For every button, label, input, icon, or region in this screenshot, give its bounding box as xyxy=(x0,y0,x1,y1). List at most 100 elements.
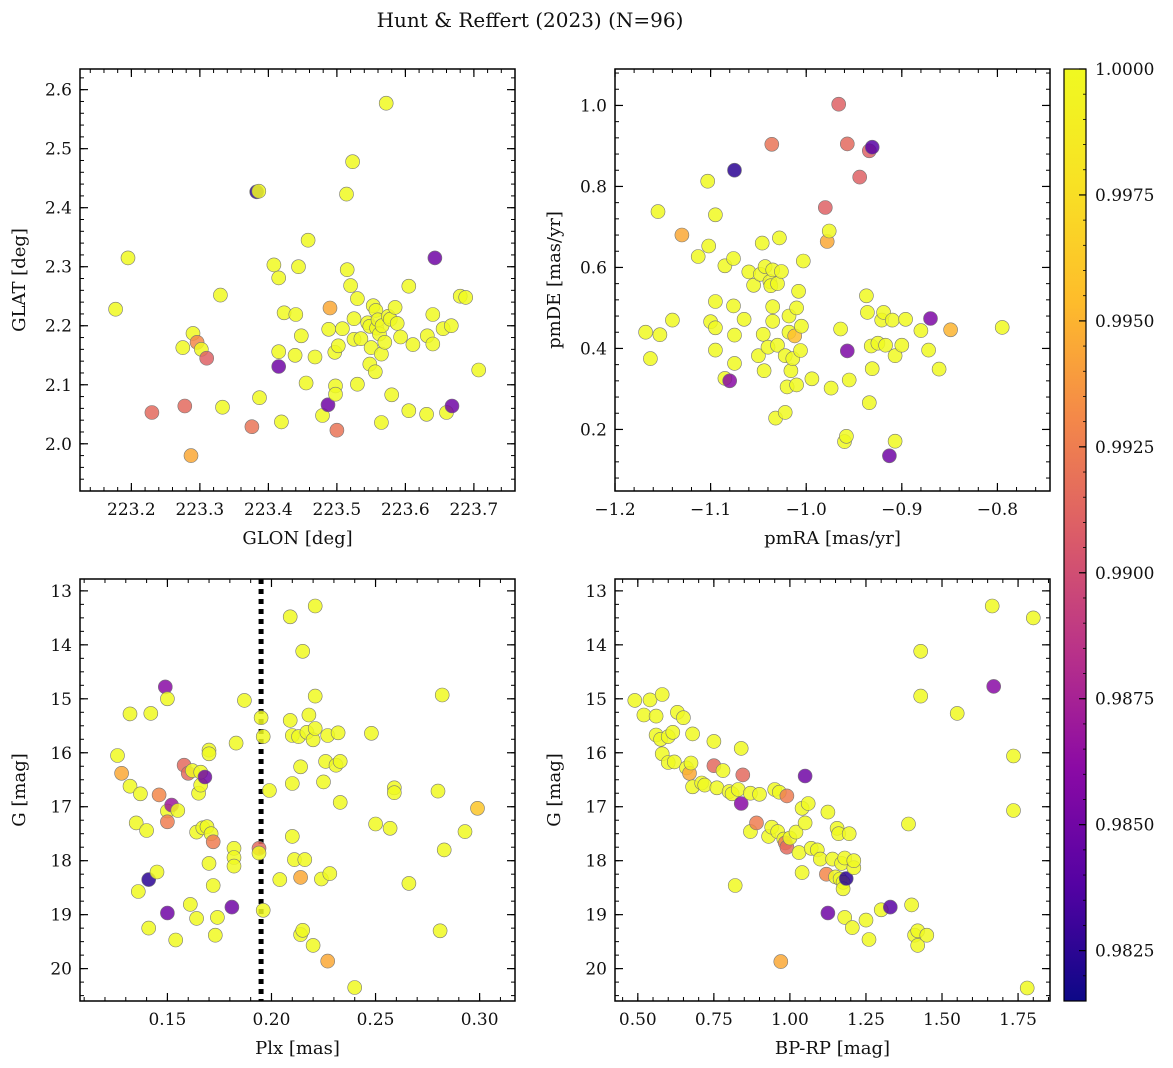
data-point xyxy=(432,923,448,939)
data-point xyxy=(887,348,903,364)
data-point xyxy=(295,922,311,938)
data-point xyxy=(666,754,682,770)
data-point xyxy=(727,162,742,178)
data-point xyxy=(339,262,355,278)
x-tick-label: −1.2 xyxy=(594,500,635,520)
data-point xyxy=(994,320,1010,335)
data-point xyxy=(715,763,731,778)
data-point xyxy=(293,328,309,344)
data-point xyxy=(652,327,668,343)
y-tick-label: 20 xyxy=(585,960,607,980)
data-point xyxy=(727,356,742,371)
colorbar-tick-label: 0.9925 xyxy=(1095,438,1154,458)
data-point xyxy=(330,725,346,741)
data-point xyxy=(183,448,199,463)
data-point xyxy=(367,364,383,380)
data-point xyxy=(685,726,700,742)
data-point xyxy=(795,253,811,269)
data-point xyxy=(436,842,452,858)
data-point xyxy=(300,232,316,248)
data-point xyxy=(793,343,808,358)
data-point xyxy=(852,169,868,185)
y-tick-label: 17 xyxy=(50,798,72,818)
data-point xyxy=(674,227,690,243)
scatter-panel-bprp-g: 0.50 0.75 1.00 1.25 1.50 1.75 13 14 15 16 17 18 19 20… xyxy=(544,578,1051,1059)
data-point xyxy=(844,920,860,935)
x-axis-label-pmra-mas-yr: pmRA [mas/yr] xyxy=(764,528,901,549)
data-point xyxy=(878,337,893,353)
data-point xyxy=(690,249,706,264)
data-point xyxy=(405,337,421,352)
y-tick-label: 1.0 xyxy=(580,96,607,116)
data-point xyxy=(131,884,146,899)
data-point xyxy=(794,318,809,334)
data-point xyxy=(458,290,474,305)
data-point xyxy=(328,386,343,402)
data-point xyxy=(177,398,193,414)
data-point xyxy=(295,643,311,659)
data-point xyxy=(252,390,267,406)
x-axis-label-bp-rp-mag: BP-RP [mag] xyxy=(775,1038,890,1059)
data-point xyxy=(923,311,938,326)
data-point xyxy=(307,349,323,365)
data-point xyxy=(665,724,681,740)
data-point xyxy=(205,834,221,850)
data-point xyxy=(282,713,298,728)
x-tick-label: 1.50 xyxy=(923,1010,961,1030)
data-point xyxy=(189,911,204,926)
data-point xyxy=(345,154,360,169)
data-point xyxy=(262,783,277,798)
data-point xyxy=(228,735,244,751)
colorbar: 0.9825 0.9850 0.9875 0.9900 0.9925 0.9950 0.99… xyxy=(1063,60,1154,1002)
data-point xyxy=(457,824,473,839)
y-tick-label: 2.2 xyxy=(45,317,72,337)
data-point xyxy=(860,305,875,320)
x-axis-label-plx-mas: Plx [mas] xyxy=(255,1038,340,1059)
data-point xyxy=(1006,748,1021,764)
x-tick-label: 223.6 xyxy=(381,500,430,520)
data-point xyxy=(160,814,175,830)
data-point xyxy=(861,395,877,411)
data-point xyxy=(329,422,345,438)
data-point xyxy=(708,320,723,336)
data-point xyxy=(722,373,738,389)
colorbar-tick-label: 1.0000 xyxy=(1095,60,1154,80)
x-tick-label: 0.75 xyxy=(695,1010,733,1030)
data-point xyxy=(797,815,813,831)
figure-title: Hunt & Reffert (2023) (N=96) xyxy=(377,8,684,32)
y-tick-label: 2.0 xyxy=(45,435,72,455)
colorbar-tick-label: 0.9875 xyxy=(1095,690,1154,710)
data-point xyxy=(755,326,771,342)
scatter-panel-pmra-pmde: −1.2 −1.1 −1.0 −0.9 −0.8 0.2 0.4 0.6 0.8 1.0 pmRA … xyxy=(544,68,1051,549)
data-point xyxy=(139,823,154,838)
data-point xyxy=(788,824,804,840)
x-tick-label: −1.0 xyxy=(786,500,827,520)
x-tick-label: 223.5 xyxy=(313,500,362,520)
data-point xyxy=(133,786,148,802)
data-point xyxy=(831,96,847,112)
x-tick-label: 0.15 xyxy=(148,1010,186,1030)
y-tick-label: 0.2 xyxy=(580,420,607,440)
data-point xyxy=(777,405,793,420)
data-point xyxy=(751,348,766,364)
data-point xyxy=(823,380,839,396)
data-point xyxy=(237,693,252,708)
data-point xyxy=(765,313,781,329)
data-point xyxy=(841,372,857,388)
data-point xyxy=(272,872,288,887)
data-point xyxy=(291,259,306,275)
data-point xyxy=(913,323,929,338)
data-point xyxy=(253,710,269,726)
y-tick-label: 18 xyxy=(50,852,72,872)
data-point xyxy=(839,428,854,444)
data-point xyxy=(298,375,314,391)
y-tick-label: 2.4 xyxy=(45,199,72,219)
data-point xyxy=(141,920,156,936)
data-point xyxy=(205,878,221,893)
data-point xyxy=(764,137,780,152)
x-axis-label-glon-deg: GLON [deg] xyxy=(242,528,352,549)
y-tick-label: 2.3 xyxy=(45,258,72,278)
data-point xyxy=(797,768,813,784)
data-point xyxy=(266,257,282,273)
